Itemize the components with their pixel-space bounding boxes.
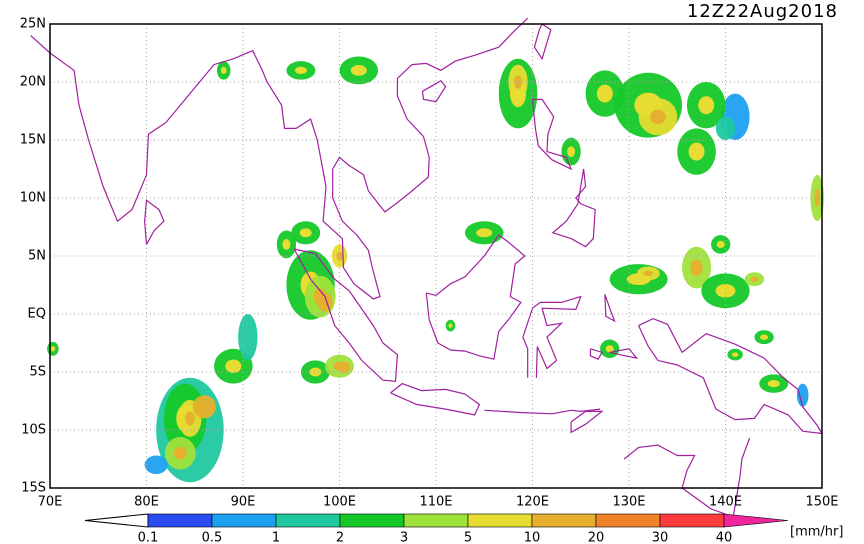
rain-core [476, 228, 493, 238]
map-frame [49, 23, 823, 489]
rain-core [596, 84, 613, 103]
rain-core [448, 323, 453, 328]
coastlines [30, 17, 824, 518]
rain-core [605, 345, 614, 353]
colorbar-over [723, 513, 789, 528]
coastline [425, 234, 526, 360]
rain-core [814, 189, 820, 207]
map-title: 12Z22Aug2018 [687, 1, 838, 22]
rain-core [567, 146, 576, 158]
lat-label: 5N [28, 249, 46, 264]
colorbar-label: 0.5 [202, 531, 223, 544]
coastline [484, 408, 601, 415]
lat-label: 10S [21, 423, 46, 438]
lat-label: 15S [21, 481, 46, 496]
colorbar-box [275, 513, 341, 528]
coastline [30, 17, 529, 300]
rain-core [750, 276, 759, 282]
graticule [50, 24, 822, 488]
lon-label: 130E [612, 495, 645, 510]
coastline [604, 294, 616, 323]
lat-label: 5S [29, 365, 46, 380]
rain-core [50, 346, 56, 352]
colorbar-label: 0.1 [138, 531, 159, 544]
rain-area [144, 455, 168, 475]
coastline [531, 98, 573, 171]
rain-core [716, 240, 725, 248]
rain-core [767, 380, 780, 388]
rain-core [690, 259, 703, 276]
coastline [609, 348, 639, 360]
rain-core [643, 270, 654, 277]
lon-label: 90E [231, 495, 256, 510]
colorbar-label: 3 [400, 531, 408, 544]
rain-core [715, 284, 736, 298]
colorbar-box [403, 513, 469, 528]
precip-field [47, 56, 824, 483]
coastline [522, 295, 582, 378]
lon-label: 120E [516, 495, 549, 510]
colorbar-box [339, 513, 405, 528]
rain-core [282, 239, 291, 250]
lat-label: EQ [28, 307, 46, 322]
rain-core [698, 96, 715, 115]
colorbar-label: 30 [652, 531, 669, 544]
rain-core [350, 65, 367, 76]
colorbar-unit: [mm/hr] [790, 525, 843, 540]
rain-core [760, 334, 769, 340]
rain-core [185, 411, 195, 426]
rain-area [238, 314, 258, 361]
colorbar-label: 2 [336, 531, 344, 544]
rain-core [649, 109, 666, 125]
coastline [589, 348, 603, 360]
rain-core [225, 359, 242, 373]
lon-label: 70E [38, 495, 63, 510]
rain-core [309, 367, 322, 377]
rain-core [173, 446, 187, 460]
lon-label: 80E [134, 495, 159, 510]
colorbar: 0.1 0.5 1 2 3 5 10 20 30 40 [mm/hr] [84, 513, 843, 544]
colorbar-box [595, 513, 661, 528]
coastline [390, 382, 481, 416]
colorbar-label: 40 [716, 531, 733, 544]
colorbar-label: 1 [272, 531, 280, 544]
rain-core [220, 66, 227, 74]
colorbar-label: 10 [524, 531, 541, 544]
lon-label: 150E [805, 495, 838, 510]
colorbar-under [84, 513, 149, 528]
coastline [623, 437, 751, 518]
coastline [533, 23, 552, 61]
coastline [143, 199, 165, 245]
lon-label: 110E [419, 495, 452, 510]
coastline [293, 248, 399, 382]
lon-label: 100E [323, 495, 356, 510]
colorbar-label: 20 [588, 531, 605, 544]
lat-label: 25N [20, 17, 46, 32]
rain-core [341, 365, 347, 370]
rain-area [796, 383, 809, 407]
rain-core [299, 228, 312, 238]
colorbar-box [467, 513, 533, 528]
coastline [551, 168, 596, 248]
rain-core [688, 142, 705, 161]
lat-label: 10N [20, 191, 46, 206]
coastline [638, 317, 824, 435]
colorbar-box [147, 513, 213, 528]
lat-label: 20N [20, 75, 46, 90]
lon-label: 140E [709, 495, 742, 510]
coastline [421, 80, 447, 103]
colorbar-box [211, 513, 277, 528]
rain-core [731, 352, 739, 357]
rain-core [294, 66, 307, 74]
coastline [570, 410, 604, 434]
lat-label: 15N [20, 133, 46, 148]
colorbar-box [659, 513, 725, 528]
colorbar-label: 5 [464, 531, 472, 544]
colorbar-box [531, 513, 597, 528]
rain-core [199, 402, 210, 412]
